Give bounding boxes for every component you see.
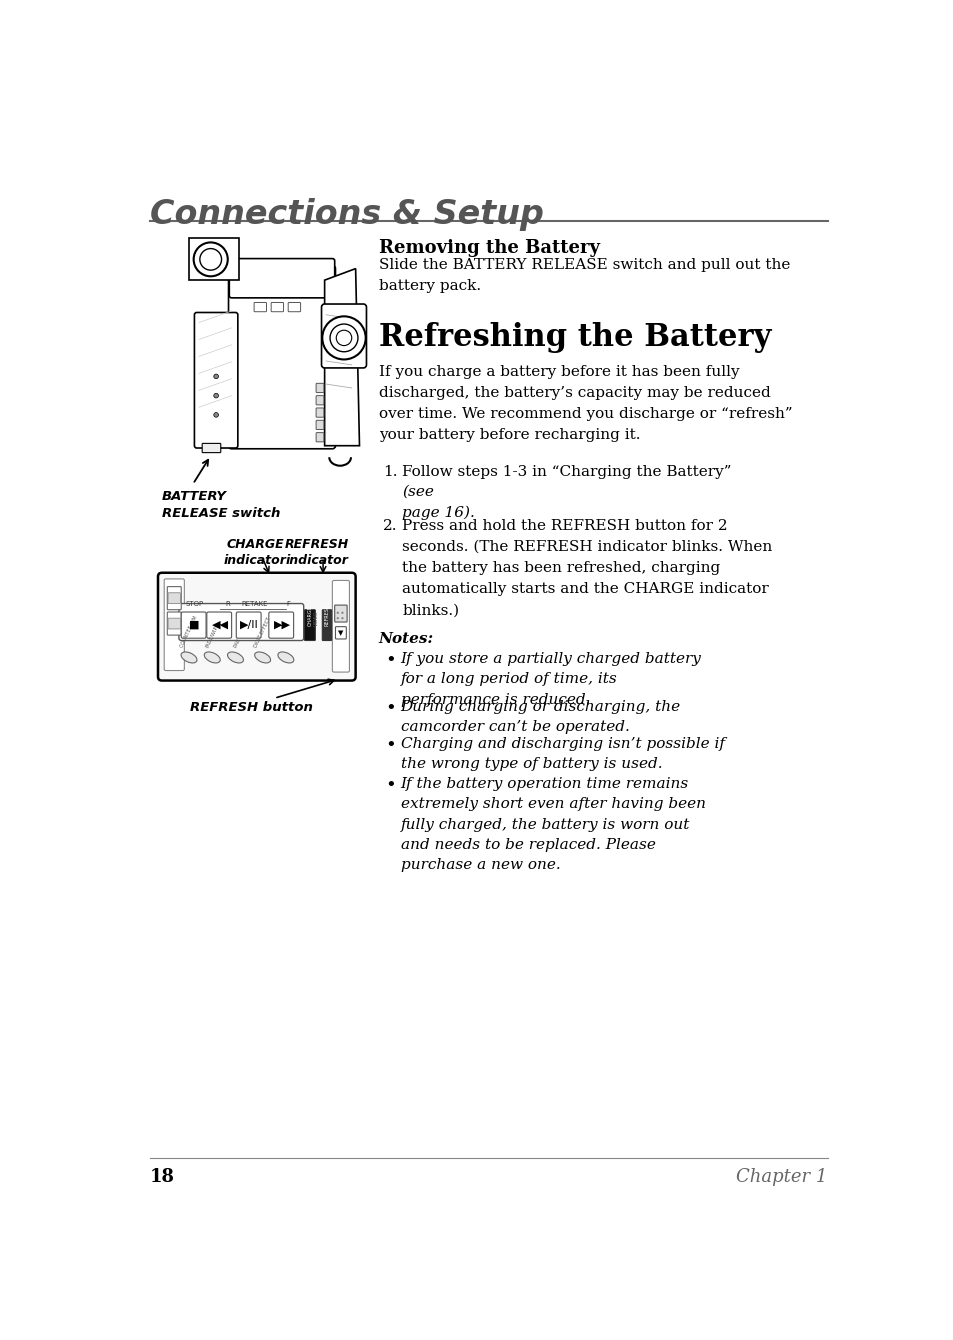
- Text: R: R: [225, 600, 230, 607]
- FancyBboxPatch shape: [207, 612, 232, 638]
- Circle shape: [213, 374, 218, 379]
- FancyBboxPatch shape: [304, 610, 315, 641]
- Text: •: •: [385, 737, 395, 754]
- Text: P.AE: P.AE: [233, 636, 241, 649]
- Circle shape: [213, 394, 218, 398]
- FancyBboxPatch shape: [167, 587, 181, 610]
- Ellipse shape: [181, 653, 196, 663]
- Text: •: •: [385, 777, 395, 795]
- FancyBboxPatch shape: [315, 383, 323, 393]
- FancyBboxPatch shape: [335, 627, 346, 639]
- Text: REFRESH
indicator: REFRESH indicator: [284, 539, 349, 567]
- Text: •: •: [385, 653, 395, 670]
- Circle shape: [213, 413, 218, 417]
- FancyBboxPatch shape: [168, 592, 180, 603]
- Text: ◀◀: ◀◀: [212, 620, 229, 630]
- Ellipse shape: [254, 653, 271, 663]
- Ellipse shape: [204, 653, 220, 663]
- FancyBboxPatch shape: [315, 407, 323, 417]
- Text: ▶/II: ▶/II: [240, 620, 258, 630]
- FancyBboxPatch shape: [315, 421, 323, 430]
- Circle shape: [322, 316, 365, 359]
- Ellipse shape: [277, 653, 294, 663]
- Text: Removing the Battery: Removing the Battery: [378, 240, 599, 257]
- FancyBboxPatch shape: [322, 610, 332, 641]
- Text: Refreshing the Battery: Refreshing the Battery: [378, 323, 770, 354]
- Text: STOP: STOP: [185, 600, 203, 607]
- FancyBboxPatch shape: [332, 580, 349, 673]
- FancyBboxPatch shape: [167, 612, 181, 635]
- Text: 1.: 1.: [382, 465, 396, 478]
- Circle shape: [193, 243, 228, 276]
- FancyBboxPatch shape: [202, 444, 220, 453]
- Text: (see
page 16).: (see page 16).: [402, 484, 475, 520]
- Text: F: F: [286, 600, 290, 607]
- Text: VIDEO: VIDEO: [314, 611, 319, 626]
- FancyBboxPatch shape: [229, 259, 335, 297]
- FancyBboxPatch shape: [229, 265, 335, 449]
- Text: ▼: ▼: [338, 630, 343, 635]
- FancyBboxPatch shape: [164, 579, 184, 670]
- Text: Charging and discharging isn’t possible if
the wrong type of battery is used.: Charging and discharging isn’t possible …: [400, 737, 724, 770]
- Ellipse shape: [227, 653, 243, 663]
- Text: Slide the BATTERY RELEASE switch and pull out the
battery pack.: Slide the BATTERY RELEASE switch and pul…: [378, 257, 789, 293]
- Text: If the battery operation time remains
extremely short even after having been
ful: If the battery operation time remains ex…: [400, 777, 705, 872]
- Text: DIGIT EFFECT: DIGIT EFFECT: [253, 616, 272, 649]
- Text: Connections & Setup: Connections & Setup: [150, 198, 543, 230]
- Circle shape: [336, 611, 338, 614]
- Text: BATTERY
RELEASE switch: BATTERY RELEASE switch: [162, 489, 280, 520]
- Text: FADE/WIPE: FADE/WIPE: [204, 622, 220, 649]
- Text: COUNTER R/M: COUNTER R/M: [179, 615, 198, 649]
- FancyBboxPatch shape: [288, 303, 300, 312]
- FancyBboxPatch shape: [181, 612, 206, 638]
- Text: ■: ■: [189, 620, 199, 630]
- Text: •: •: [385, 699, 395, 718]
- FancyBboxPatch shape: [179, 603, 303, 641]
- Circle shape: [341, 611, 343, 614]
- FancyBboxPatch shape: [321, 304, 366, 368]
- FancyBboxPatch shape: [335, 606, 347, 622]
- Text: If you store a partially charged battery
for a long period of time, its
performa: If you store a partially charged battery…: [400, 653, 700, 706]
- Polygon shape: [189, 237, 239, 280]
- FancyBboxPatch shape: [315, 395, 323, 405]
- Text: RETAKE: RETAKE: [241, 600, 268, 607]
- Text: ▶▶: ▶▶: [274, 620, 291, 630]
- Text: CHARGE: CHARGE: [307, 606, 312, 626]
- Text: CHARGE
indicator: CHARGE indicator: [223, 539, 286, 567]
- FancyBboxPatch shape: [253, 303, 266, 312]
- Polygon shape: [324, 268, 359, 446]
- Text: Press and hold the REFRESH button for 2
seconds. (The REFRESH indicator blinks. : Press and hold the REFRESH button for 2 …: [402, 519, 772, 618]
- Text: Notes:: Notes:: [378, 632, 434, 646]
- Text: During charging or discharging, the
camcorder can’t be operated.: During charging or discharging, the camc…: [400, 699, 680, 734]
- FancyBboxPatch shape: [194, 312, 237, 448]
- FancyBboxPatch shape: [236, 612, 261, 638]
- FancyBboxPatch shape: [271, 303, 283, 312]
- FancyBboxPatch shape: [315, 433, 323, 442]
- FancyBboxPatch shape: [158, 572, 355, 681]
- FancyBboxPatch shape: [269, 612, 294, 638]
- FancyBboxPatch shape: [168, 618, 180, 628]
- Text: 18: 18: [150, 1168, 175, 1186]
- Text: REFRESH: REFRESH: [324, 603, 329, 626]
- Text: REFRESH button: REFRESH button: [190, 701, 313, 714]
- Circle shape: [336, 616, 338, 619]
- Circle shape: [341, 616, 343, 619]
- Text: Follow steps 1-3 in “Charging the Battery”: Follow steps 1-3 in “Charging the Batter…: [402, 465, 736, 478]
- Text: Chapter 1: Chapter 1: [736, 1168, 827, 1186]
- Text: 2.: 2.: [382, 519, 396, 533]
- Text: If you charge a battery before it has been fully
discharged, the battery’s capac: If you charge a battery before it has be…: [378, 364, 792, 442]
